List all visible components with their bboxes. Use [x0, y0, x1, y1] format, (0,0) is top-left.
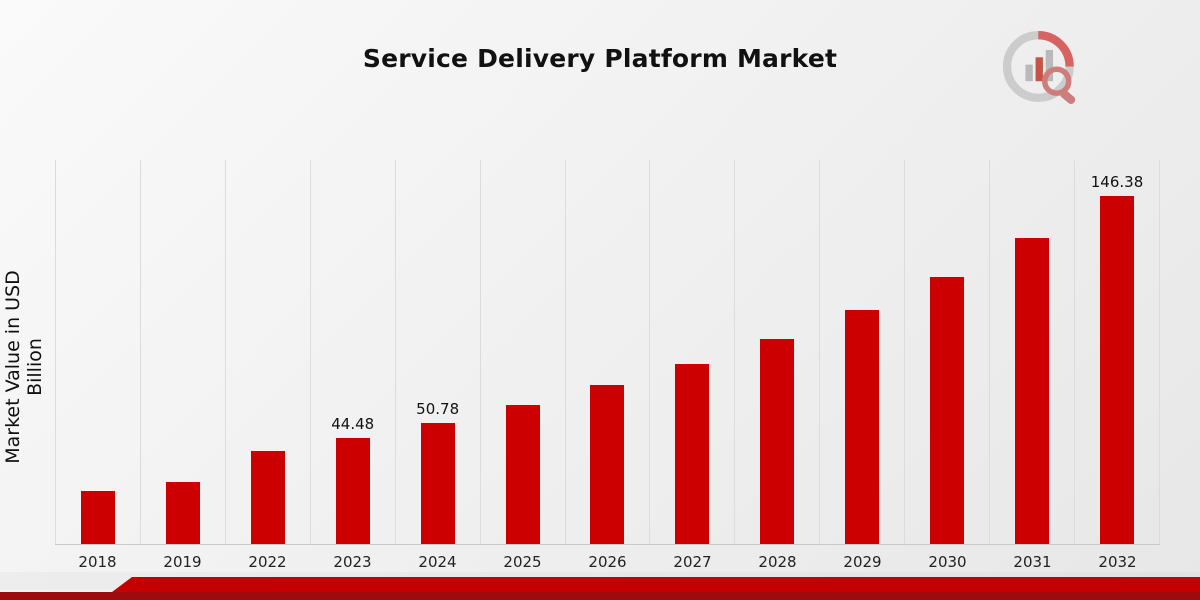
bar-2018 [80, 491, 115, 544]
plot-column-2027 [649, 160, 734, 544]
plot-column-2018 [55, 160, 140, 544]
bar-value-label-2024: 50.78 [416, 400, 460, 418]
x-tick-label-2032: 2032 [1098, 553, 1137, 571]
x-tick-label-2028: 2028 [758, 553, 797, 571]
x-axis-tick-row: 2018 2019 2022 2023 2024 2025 2026 2027 2028 2029… [55, 553, 1160, 571]
plot-column-2028 [734, 160, 819, 544]
y-axis-label: Market Value in USD Billion [2, 270, 46, 464]
plot-column-2031 [989, 160, 1074, 544]
x-tick-label-2025: 2025 [503, 553, 542, 571]
plot-column-2024: 50.78 [394, 160, 480, 544]
bar-2031 [1015, 238, 1050, 544]
bar-2022 [250, 451, 285, 544]
x-tick-label-2023: 2023 [333, 553, 372, 571]
plot-column-2029 [819, 160, 904, 544]
chart-title: Service Delivery Platform Market [362, 44, 838, 73]
bar-2026 [590, 385, 625, 544]
bottom-dark-red-strip [0, 592, 1200, 600]
market-research-future-logo-icon [1002, 31, 1076, 105]
bar-2019 [165, 482, 200, 544]
bar-2024 [420, 423, 455, 544]
plot-area: 44.48 50.78 146.38 2018 2019 2022 2023 2024 202… [55, 160, 1160, 571]
x-tick-label-2024: 2024 [418, 553, 457, 571]
x-tick-label-2030: 2030 [928, 553, 967, 571]
bar-2030 [930, 277, 965, 544]
plot-column-2022 [224, 160, 310, 544]
bar-value-label-2032: 146.38 [1090, 173, 1144, 191]
bar-plot: 44.48 50.78 146.38 [55, 160, 1160, 545]
x-tick-label-2029: 2029 [843, 553, 882, 571]
plot-column-2019 [139, 160, 225, 544]
bar-2029 [845, 310, 880, 544]
bar-2027 [675, 364, 710, 544]
x-tick-label-2026: 2026 [588, 553, 627, 571]
plot-column-2023: 44.48 [309, 160, 395, 544]
x-tick-label-2031: 2031 [1013, 553, 1052, 571]
x-tick-label-2027: 2027 [673, 553, 712, 571]
plot-column-2026 [564, 160, 650, 544]
bar-2028 [760, 339, 795, 544]
plot-column-2032: 146.38 [1074, 160, 1159, 544]
x-tick-label-2019: 2019 [163, 553, 202, 571]
plot-column-2025 [479, 160, 565, 544]
bar-2025 [505, 405, 540, 544]
x-tick-label-2018: 2018 [78, 553, 117, 571]
bottom-red-strip [112, 577, 1200, 592]
bar-2032 [1100, 196, 1135, 544]
plot-column-2030 [904, 160, 989, 544]
bar-value-label-2023: 44.48 [331, 415, 375, 433]
bar-2023 [335, 438, 370, 544]
x-tick-label-2022: 2022 [248, 553, 287, 571]
